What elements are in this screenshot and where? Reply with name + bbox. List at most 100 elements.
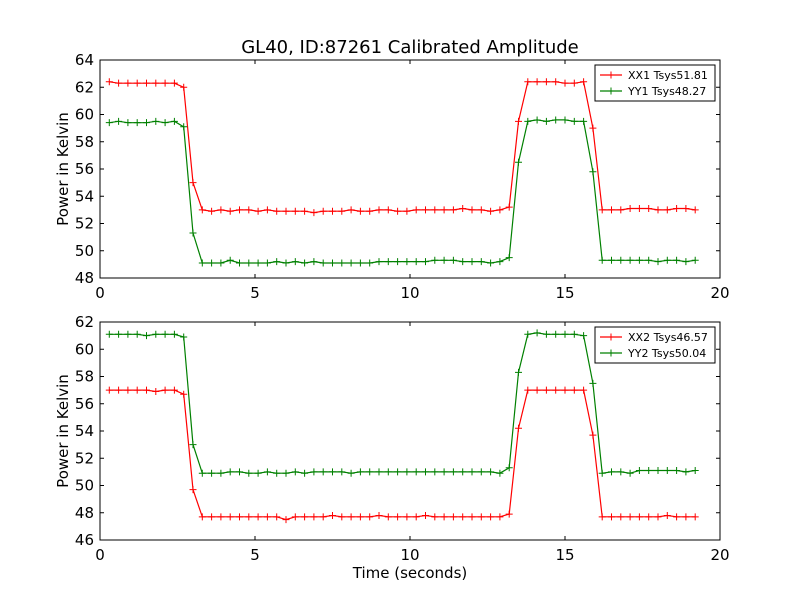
data-point-xx2 [319, 513, 327, 521]
data-point-yy2 [347, 469, 355, 477]
data-point-yy2 [626, 469, 634, 477]
data-point-yy1 [580, 117, 588, 125]
data-point-xx1 [459, 205, 467, 213]
data-point-yy1 [375, 258, 383, 266]
data-point-xx2 [477, 513, 485, 521]
data-point-yy2 [580, 332, 588, 340]
series-line-yy2 [109, 332, 696, 474]
data-point-yy2 [673, 467, 681, 475]
data-point-xx2 [180, 390, 188, 398]
data-point-xx2 [598, 513, 606, 521]
y-tick-label: 50 [75, 477, 94, 495]
data-point-yy2 [468, 468, 476, 476]
y-tick-label: 64 [75, 51, 94, 69]
data-point-xx2 [663, 511, 671, 519]
data-point-xx2 [505, 510, 513, 518]
data-point-yy1 [570, 117, 578, 125]
legend-box [594, 326, 716, 364]
data-point-xx1 [422, 206, 429, 214]
data-point-xx2 [561, 386, 569, 394]
series-line-xx2 [109, 389, 696, 521]
data-point-yy1 [515, 158, 522, 166]
data-point-xx1 [329, 207, 336, 215]
data-point-yy2 [133, 330, 141, 338]
data-point-yy2 [180, 333, 188, 341]
data-point-xx1 [273, 207, 281, 215]
data-point-xx2 [635, 513, 643, 521]
data-point-yy2 [617, 468, 625, 476]
data-point-xx2 [589, 431, 597, 439]
data-point-yy2 [198, 469, 206, 477]
data-point-yy2 [449, 468, 457, 476]
data-point-yy2 [208, 469, 216, 477]
data-point-xx1 [645, 205, 653, 213]
legend-marker [607, 87, 615, 95]
data-point-xx1 [552, 78, 560, 86]
data-point-yy2 [589, 379, 597, 387]
data-point-yy2 [505, 464, 513, 472]
data-point-xx2 [384, 513, 392, 521]
data-point-xx2 [645, 513, 653, 521]
figure-title: GL40, ID:87261 Calibrated Amplitude [241, 37, 579, 58]
data-point-xx2 [524, 386, 532, 394]
data-point-xx2 [459, 513, 467, 521]
data-point-xx1 [598, 206, 606, 214]
data-point-yy2 [431, 468, 439, 476]
data-point-yy1 [608, 256, 615, 264]
data-point-xx1 [291, 207, 299, 215]
data-point-xx1 [403, 207, 411, 215]
data-point-yy2 [338, 468, 346, 476]
data-point-yy2 [105, 330, 113, 338]
bottom-chart-panel: 0 5 10 15 20 46 48 50 52 54 56 58 60 62 Power in Kelvi… [54, 313, 730, 564]
legend-marker [607, 71, 615, 79]
data-point-yy2 [366, 468, 374, 476]
data-point-xx2 [412, 513, 420, 521]
data-point-xx2 [515, 424, 522, 432]
data-point-xx2 [245, 513, 253, 521]
data-point-xx2 [422, 511, 429, 519]
data-point-yy2 [226, 468, 234, 476]
data-point-xx2 [673, 513, 681, 521]
data-point-yy1 [208, 259, 216, 267]
data-point-yy2 [635, 467, 643, 475]
data-point-xx1 [570, 79, 578, 87]
y-tick-label: 58 [75, 133, 94, 151]
legend-label: YY2 Tsys50.04 [627, 347, 706, 360]
data-point-yy1 [273, 258, 281, 266]
data-point-xx1 [394, 207, 402, 215]
series-line-xx1 [109, 81, 696, 214]
data-point-yy2 [254, 469, 262, 477]
data-point-xx1 [310, 209, 318, 217]
data-point-yy1 [403, 258, 411, 266]
data-point-xx2 [580, 386, 588, 394]
x-tick-label: 5 [250, 546, 260, 564]
data-point-xx1 [152, 79, 160, 87]
data-point-xx2 [133, 386, 141, 394]
data-point-yy1 [356, 259, 364, 267]
legend-label: XX2 Tsys46.57 [628, 331, 708, 344]
data-point-xx2 [291, 513, 299, 521]
data-point-xx2 [468, 513, 476, 521]
data-point-yy2 [236, 468, 243, 476]
x-tick-label: 10 [400, 284, 419, 302]
legend-box [594, 64, 716, 102]
data-point-yy1 [254, 259, 262, 267]
data-point-yy2 [663, 467, 671, 475]
data-point-yy1 [282, 259, 290, 267]
data-point-yy1 [189, 229, 197, 237]
data-point-xx1 [282, 207, 290, 215]
data-point-xx1 [431, 206, 439, 214]
data-point-xx1 [319, 207, 327, 215]
y-tick-label: 54 [75, 422, 94, 440]
data-point-xx1 [626, 205, 634, 213]
data-point-yy1 [449, 256, 457, 264]
data-point-yy2 [459, 468, 467, 476]
data-point-yy1 [143, 119, 150, 127]
data-point-yy2 [143, 332, 150, 340]
data-point-yy1 [533, 116, 541, 124]
data-point-yy1 [366, 259, 374, 267]
data-point-yy1 [115, 117, 123, 125]
data-point-xx1 [254, 207, 262, 215]
data-point-yy1 [236, 259, 243, 267]
data-point-yy1 [542, 117, 550, 125]
